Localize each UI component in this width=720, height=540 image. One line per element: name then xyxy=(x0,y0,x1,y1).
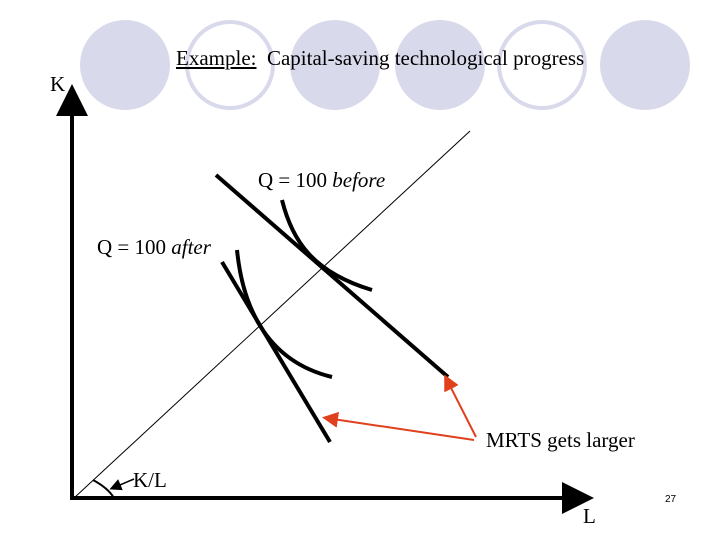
mrts-arrow-after xyxy=(322,411,475,441)
x-axis-label: L xyxy=(583,504,596,528)
kl-label-arrow xyxy=(109,478,135,491)
kl-ray-label: K/L xyxy=(133,468,167,492)
mrts-arrow-before xyxy=(444,374,477,438)
isoquant-before-curve xyxy=(280,199,373,292)
isoquant-after-line xyxy=(220,260,332,444)
isoquant-before-label: Q = 100 before xyxy=(258,168,386,192)
decor-circle-2 xyxy=(185,20,275,110)
isoquant-after-curve xyxy=(235,249,333,379)
y-axis-label: K xyxy=(50,72,66,96)
isoquant-before-line xyxy=(214,173,450,379)
angle-arc xyxy=(92,479,115,499)
decor-circle-4 xyxy=(395,20,485,110)
decor-circle-3 xyxy=(290,20,380,110)
decor-circle-5 xyxy=(497,20,587,110)
title-prefix: Example: xyxy=(176,46,257,70)
kl-ray xyxy=(73,130,471,499)
page-number: 27 xyxy=(665,494,677,505)
mrts-note: MRTS gets larger xyxy=(486,428,635,452)
isoquant-after-label: Q = 100 after xyxy=(97,235,211,259)
title-rest: Capital-saving technological progress xyxy=(266,46,585,70)
decor-circle-1 xyxy=(80,20,170,110)
slide-title: Example: Capital-saving technological pr… xyxy=(176,46,584,71)
decor-circle-6 xyxy=(600,20,690,110)
